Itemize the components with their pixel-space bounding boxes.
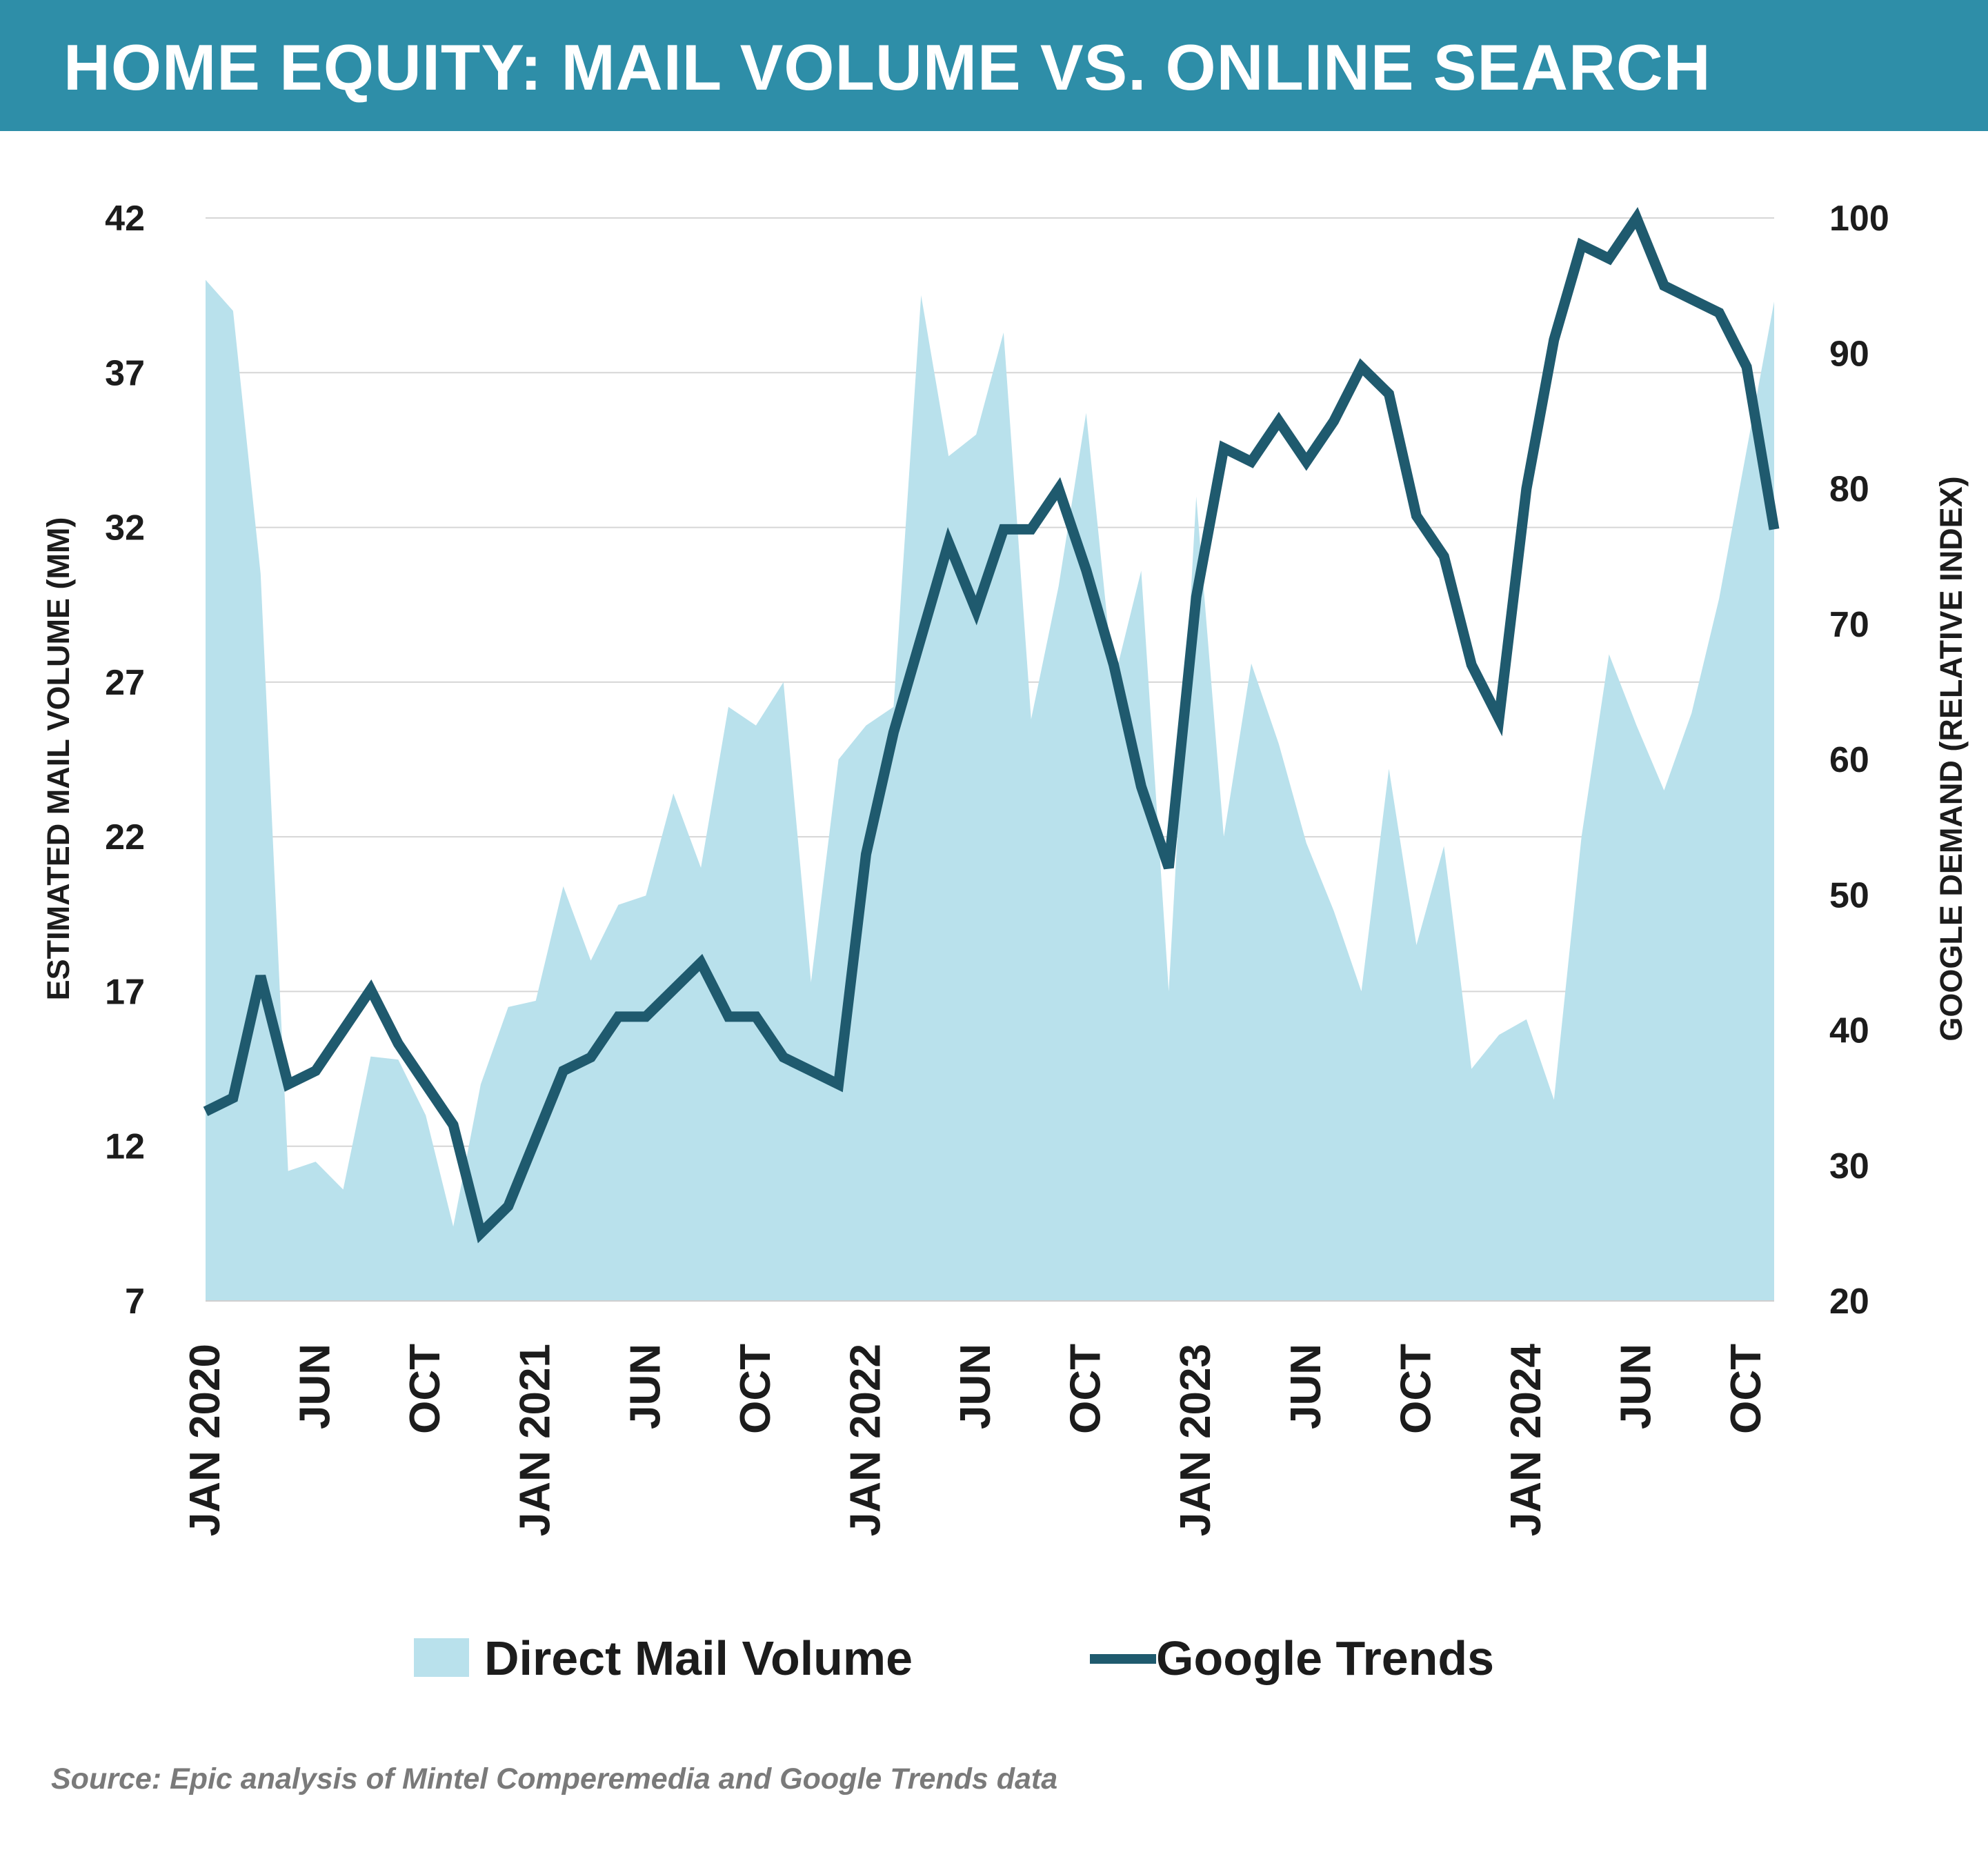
- source-note: Source: Epic analysis of Mintel Comperem…: [51, 1762, 1058, 1796]
- legend-label-google-trends: Google Trends: [1156, 1631, 1494, 1685]
- x-tick-label: JAN 2022: [842, 1344, 890, 1536]
- x-tick-label: OCT: [732, 1344, 779, 1434]
- legend-swatch-direct-mail-volume: [414, 1638, 469, 1677]
- legend-label-direct-mail-volume: Direct Mail Volume: [484, 1631, 913, 1685]
- left-tick-label: 32: [105, 508, 145, 548]
- left-tick-label: 27: [105, 663, 145, 703]
- x-tick-label: JAN 2021: [512, 1344, 559, 1536]
- right-y-axis-ticks: 20 30 40 50 60 70 80 90 100: [1829, 199, 1889, 1322]
- right-tick-label: 60: [1829, 740, 1869, 780]
- left-tick-label: 12: [105, 1127, 145, 1167]
- x-tick-label: OCT: [401, 1344, 449, 1434]
- left-tick-label: 22: [105, 817, 145, 857]
- chart-title: HOME EQUITY: MAIL VOLUME VS. ONLINE SEAR…: [63, 31, 1711, 103]
- right-tick-label: 20: [1829, 1282, 1869, 1322]
- right-tick-label: 50: [1829, 875, 1869, 915]
- x-tick-label: JUN: [1282, 1344, 1330, 1429]
- x-tick-label: JUN: [622, 1344, 669, 1429]
- legend: Direct Mail Volume Google Trends: [414, 1631, 1494, 1685]
- x-axis-ticks: JAN 2020 JUN OCT JAN 2021 JUN OCT JAN 2022 JUN O…: [181, 1343, 1770, 1536]
- right-tick-label: 100: [1829, 199, 1889, 239]
- x-tick-label: JUN: [952, 1344, 1000, 1429]
- left-tick-label: 42: [105, 199, 145, 239]
- x-tick-label: OCT: [1392, 1344, 1440, 1434]
- right-tick-label: 90: [1829, 334, 1869, 374]
- left-tick-label: 17: [105, 972, 145, 1012]
- right-tick-label: 80: [1829, 470, 1869, 510]
- right-tick-label: 40: [1829, 1011, 1869, 1051]
- right-tick-label: 70: [1829, 605, 1869, 645]
- x-tick-label: JAN 2023: [1172, 1344, 1220, 1536]
- right-tick-label: 30: [1829, 1146, 1869, 1186]
- x-tick-label: JUN: [292, 1344, 339, 1429]
- title-bar: HOME EQUITY: MAIL VOLUME VS. ONLINE SEAR…: [0, 0, 1988, 131]
- left-y-axis-label: ESTIMATED MAIL VOLUME (MM): [41, 517, 76, 1001]
- right-y-axis-label: GOOGLE DEMAND (RELATIVE INDEX): [1934, 476, 1969, 1041]
- left-y-axis-ticks: 7 12 17 22 27 32 37 42: [105, 199, 145, 1322]
- x-tick-label: JUN: [1613, 1344, 1660, 1429]
- google-trends-line: [203, 207, 1780, 1244]
- left-tick-label: 7: [125, 1282, 145, 1322]
- left-tick-label: 37: [105, 353, 145, 393]
- x-tick-label: JAN 2020: [181, 1344, 229, 1536]
- x-tick-label: JAN 2024: [1502, 1343, 1550, 1536]
- x-tick-label: OCT: [1722, 1344, 1770, 1434]
- x-tick-label: OCT: [1062, 1344, 1110, 1434]
